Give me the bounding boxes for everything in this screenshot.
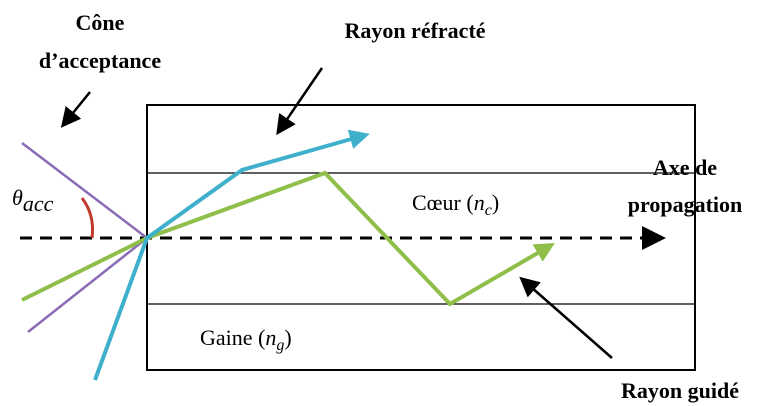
theta-label: θacc <box>12 185 54 216</box>
core-label: Cœur (nc) <box>412 190 499 219</box>
cone-pointer <box>60 91 91 128</box>
core-subscript: c <box>485 202 492 219</box>
refracted-label: Rayon réfracté <box>344 18 485 43</box>
cone-label: Cône <box>76 10 125 35</box>
theta-arc <box>80 197 94 239</box>
axis-label: Axe de <box>653 155 717 180</box>
cladding-symbol: n <box>265 325 276 350</box>
cladding-label: Gaine (ng) <box>200 325 292 354</box>
guided-label: Rayon guidé <box>621 378 739 403</box>
guided-pointer <box>519 276 613 359</box>
core-symbol: n <box>474 190 485 215</box>
cladding-text: Gaine ( <box>200 325 265 350</box>
cladding-subscript: g <box>276 337 284 354</box>
guided-ray <box>21 170 555 307</box>
theta-subscript: acc <box>23 191 54 216</box>
refracted-pointer <box>276 67 324 136</box>
core-close: ) <box>492 190 499 215</box>
axis-label: propagation <box>628 192 743 217</box>
cone-line-bottom <box>27 237 148 333</box>
core-text: Cœur ( <box>412 190 474 215</box>
cladding-close: ) <box>284 325 291 350</box>
theta-symbol: θ <box>12 185 23 210</box>
cone-label: d’acceptance <box>39 48 161 73</box>
refracted-ray <box>93 129 370 381</box>
cone-line-top <box>21 142 148 239</box>
